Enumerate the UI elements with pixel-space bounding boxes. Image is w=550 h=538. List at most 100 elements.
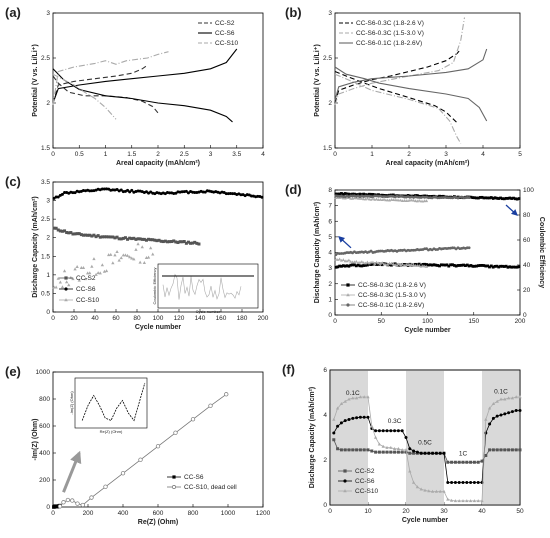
data-point (157, 238, 161, 242)
data-point (373, 435, 378, 439)
y-tick-label: 2.5 (323, 55, 332, 62)
data-point (487, 406, 492, 410)
x-tick-label: 160 (216, 315, 227, 322)
data-point (67, 231, 71, 235)
legend-entry: CC-S10 (355, 488, 379, 495)
data-point (408, 451, 412, 455)
data-point (140, 237, 144, 241)
rate-label: 0.1C (494, 389, 508, 396)
data-point (362, 395, 366, 399)
data-point (186, 191, 190, 195)
data-point (100, 235, 104, 239)
data-point (73, 267, 77, 271)
data-point (427, 489, 431, 493)
y-tick-label: 0 (328, 312, 332, 319)
efficiency-point (375, 197, 379, 201)
data-point (396, 450, 400, 454)
data-point (442, 489, 446, 493)
data-point (186, 240, 190, 244)
efficiency-point (495, 196, 499, 200)
data-point (332, 438, 336, 442)
efficiency-point (380, 193, 384, 197)
capacity-point (495, 264, 499, 268)
data-point (54, 226, 58, 230)
y-tick-label: 3 (46, 10, 50, 17)
data-point (499, 448, 503, 452)
data-point (107, 235, 111, 239)
data-point (174, 240, 178, 244)
data-point (484, 417, 488, 421)
data-point (121, 236, 125, 240)
x-axis-label: Areal capacity (mAh/cm²) (116, 160, 200, 167)
data-point (134, 237, 138, 241)
y-tick-label: 2.5 (41, 216, 50, 223)
data-point (450, 460, 454, 464)
capacity-point (506, 265, 510, 269)
efficiency-point (438, 194, 441, 198)
legend-entry: CC-S6 (184, 474, 204, 481)
y-tick-label: 200 (39, 477, 50, 484)
data-point (385, 450, 389, 454)
efficiency-point (354, 193, 358, 197)
data-point (67, 283, 71, 287)
data-point (71, 232, 75, 236)
data-point (111, 235, 115, 239)
x-tick-label: 20 (402, 508, 410, 515)
data-point (184, 241, 188, 245)
data-point (355, 416, 359, 420)
data-point (446, 460, 450, 464)
data-point (335, 406, 340, 410)
efficiency-point (512, 196, 515, 200)
capacity-point (375, 260, 379, 264)
data-point (518, 448, 522, 452)
data-point (351, 396, 355, 400)
series-line (334, 48, 462, 104)
data-point (88, 233, 92, 237)
x-tick-label: 600 (153, 510, 164, 517)
data-point (404, 448, 408, 452)
data-point (84, 233, 88, 237)
capacity-point (351, 263, 354, 267)
x-tick-label: 80 (133, 315, 141, 322)
data-point (54, 285, 58, 289)
series-line (334, 66, 488, 122)
data-point (77, 278, 81, 282)
data-point (173, 430, 178, 435)
x-axis-label: Re(Z) (Ohm) (138, 519, 178, 526)
data-point (507, 411, 511, 415)
x-axis-label: Areal capacity (mAh/cm²) (385, 160, 469, 167)
capacity-point (362, 261, 366, 264)
y-tick-label: 3 (328, 10, 332, 17)
data-point (63, 229, 67, 233)
capacity-point (462, 263, 465, 267)
legend-marker (172, 475, 176, 479)
capacity-point (502, 265, 506, 268)
y-tick-label: 800 (39, 396, 50, 403)
data-point (100, 187, 104, 191)
data-point (465, 499, 469, 503)
capacity-point (452, 264, 456, 267)
data-point (71, 277, 75, 281)
x-tick-label: 2 (407, 151, 411, 158)
capacity-point (343, 264, 347, 268)
data-point (351, 416, 355, 420)
capacity-point (438, 264, 441, 268)
data-point (228, 192, 232, 196)
data-point (111, 261, 115, 265)
data-point (381, 429, 385, 433)
capacity-point (428, 263, 432, 267)
data-point (98, 235, 102, 239)
y-tick-label: 1.5 (41, 253, 50, 260)
data-point (130, 237, 134, 241)
data-point (149, 246, 153, 250)
y-tick-label: 2 (46, 100, 50, 107)
data-point (142, 237, 146, 241)
data-point (89, 495, 94, 500)
y2-tick-label: 20 (523, 287, 531, 294)
legend-entry: CC-S6-0.3C (1.8-2.6 V) (358, 282, 426, 289)
capacity-point (349, 263, 353, 267)
data-point (94, 235, 98, 239)
inset-x-label: Cycle number (196, 309, 221, 314)
x-tick-label: 150 (468, 318, 479, 325)
